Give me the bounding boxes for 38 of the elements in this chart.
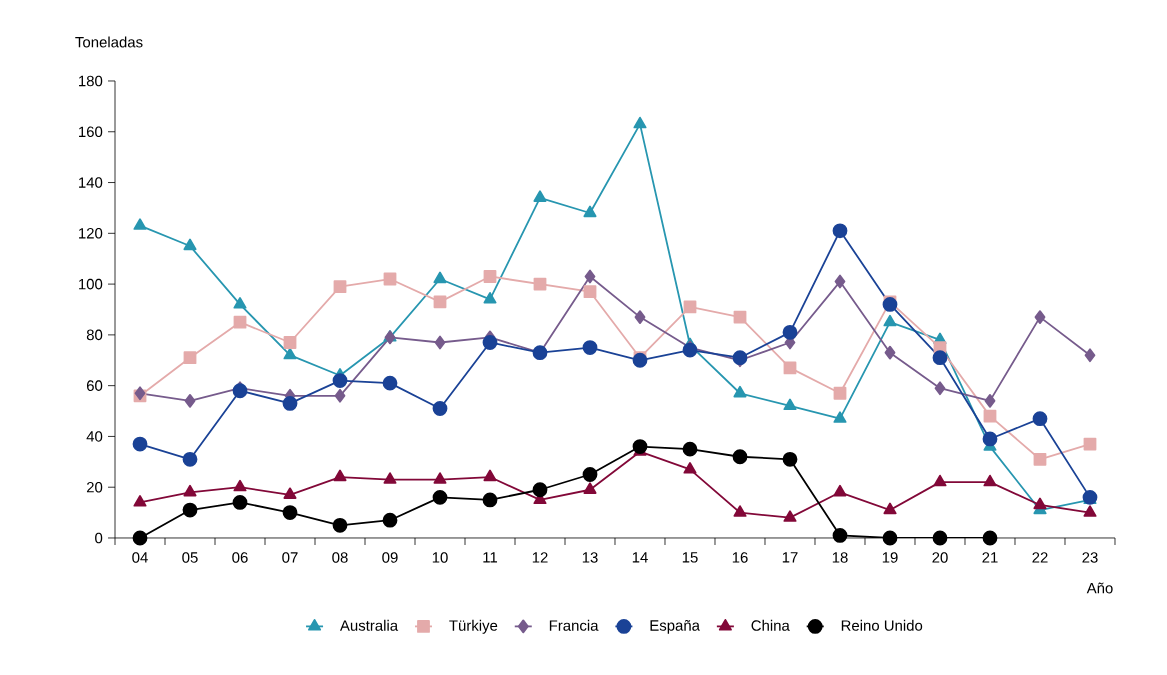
x-tick-label: 21 [982, 552, 998, 563]
y-tick-label: 80 [86, 329, 103, 341]
legend-label: China [751, 619, 790, 631]
legend-label: España [650, 619, 700, 634]
x-tick-label: 12 [532, 552, 548, 563]
y-tick-label: 100 [79, 278, 103, 290]
y-tick-label: 0 [95, 532, 103, 544]
x-tick-label: 22 [1032, 552, 1048, 563]
y-axis-title: Toneladas [75, 36, 143, 48]
y-tick-label: 180 [79, 75, 103, 87]
y-tick-label: 140 [79, 177, 103, 188]
x-tick-label: 10 [432, 552, 448, 563]
y-tick-label: 60 [86, 380, 103, 391]
x-axis-title: Año [1086, 582, 1113, 594]
x-tick-label: 16 [732, 552, 748, 563]
x-tick-label: 09 [382, 552, 398, 563]
y-tick-label: 160 [79, 126, 103, 138]
legend-label: Francia [549, 619, 599, 631]
x-tick-label: 15 [682, 552, 698, 563]
x-tick-label: 06 [232, 552, 248, 563]
x-tick-label: 04 [132, 552, 148, 563]
x-tick-label: 18 [832, 552, 848, 563]
x-tick-label: 17 [782, 552, 798, 563]
legend-label: Australia [339, 619, 399, 631]
y-tick-label: 120 [79, 228, 103, 239]
x-tick-label: 08 [332, 552, 348, 563]
x-tick-label: 23 [1082, 552, 1098, 563]
x-tick-label: 07 [282, 552, 298, 563]
x-tick-label: 13 [582, 552, 598, 563]
x-tick-label: 20 [932, 552, 948, 563]
legend-label: Türkiye [449, 619, 498, 634]
x-tick-label: 14 [632, 552, 648, 563]
legend-label: Reino Unido [841, 619, 923, 631]
y-tick-label: 20 [86, 481, 103, 493]
y-tick-label: 40 [86, 431, 103, 442]
x-tick-label: 11 [483, 552, 498, 563]
x-tick-label: 05 [182, 552, 198, 563]
x-tick-label: 19 [882, 552, 898, 563]
